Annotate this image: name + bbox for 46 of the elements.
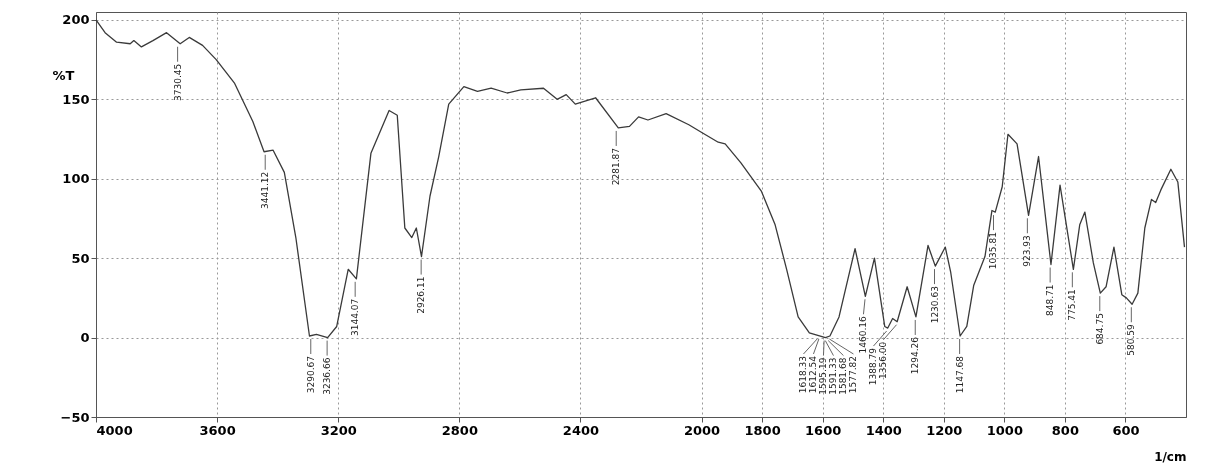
- x-tick-label: 1400: [865, 422, 902, 438]
- annotation: 1294.26: [910, 336, 921, 375]
- annotation: 1577.82: [848, 356, 859, 394]
- annotation: 1035.81: [988, 232, 999, 270]
- y-tick-label: 50: [71, 250, 90, 266]
- x-tick-label: 1200: [926, 422, 963, 438]
- x-axis-title: 1/cm: [1154, 449, 1187, 464]
- annotation: 775.41: [1067, 289, 1078, 321]
- x-tick-label: 600: [1112, 422, 1140, 438]
- y-tick-label: 0: [80, 330, 90, 346]
- x-tick-label: 3600: [199, 422, 236, 438]
- x-tick-label: 2400: [562, 422, 600, 438]
- annotation: 1356.00: [878, 341, 889, 379]
- annotation: 580.59: [1126, 323, 1137, 356]
- x-tick-label: 4000: [96, 422, 133, 438]
- annotation: 1612.54: [808, 355, 819, 394]
- y-tick-label: 200: [62, 12, 90, 28]
- annotation: 3236.66: [322, 357, 333, 395]
- annotation: 1147.68: [954, 355, 965, 394]
- y-tick-label: −50: [60, 409, 90, 425]
- annotation: 3144.07: [350, 298, 361, 337]
- annotation: 1388.79: [868, 347, 879, 386]
- x-tick-label: 1800: [744, 422, 781, 438]
- annotation: 684.75: [1094, 313, 1105, 345]
- annotation: 1460.16: [858, 316, 869, 354]
- annotation: 2281.87: [611, 147, 622, 186]
- annotation: 1230.63: [929, 286, 940, 324]
- annotation: 848.71: [1045, 284, 1056, 317]
- annotation: 1581.68: [838, 357, 849, 395]
- y-axis-title: %T: [52, 67, 75, 83]
- x-tick-label: 2800: [441, 422, 478, 438]
- x-tick-label: 3200: [320, 422, 357, 438]
- x-tick-label: 1000: [986, 422, 1023, 438]
- y-tick-label: 150: [62, 91, 90, 107]
- annotation: 923.93: [1022, 235, 1033, 267]
- x-tick-label: 800: [1051, 422, 1079, 438]
- y-tick-label: 100: [62, 171, 90, 187]
- annotation: 3290.67: [305, 356, 316, 394]
- x-tick-label: 2000: [683, 422, 721, 438]
- annotation: 1595.19: [818, 357, 829, 395]
- x-tick-label: 1600: [805, 422, 842, 438]
- annotation: 1618.33: [798, 356, 809, 394]
- annotation: 1591.33: [828, 357, 839, 395]
- annotation: 2926.11: [416, 276, 427, 314]
- annotation: 3441.12: [260, 171, 271, 209]
- annotation: 3730.45: [172, 63, 183, 101]
